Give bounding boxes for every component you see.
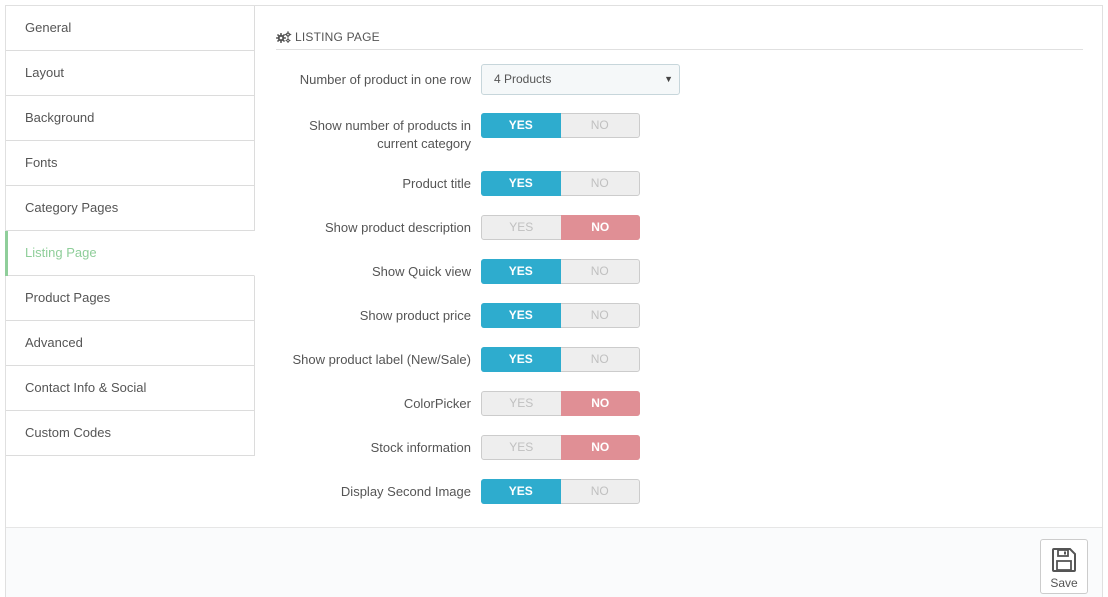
save-button-label: Save (1050, 576, 1078, 590)
switch-row-quick-view: Show Quick view YES NO (276, 259, 1083, 284)
sidebar-item-advanced[interactable]: Advanced (6, 321, 255, 366)
sidebar-item-custom-codes[interactable]: Custom Codes (6, 411, 255, 456)
switch-yes-option[interactable]: YES (481, 347, 561, 372)
products-per-row-value: 4 Products (494, 72, 552, 86)
yes-no-switch[interactable]: YES NO (481, 479, 640, 504)
yes-no-switch[interactable]: YES NO (481, 347, 640, 372)
switch-label: ColorPicker (403, 396, 471, 411)
yes-no-switch[interactable]: YES NO (481, 215, 640, 240)
switch-no-option[interactable]: NO (590, 118, 609, 132)
switch-yes-option[interactable]: YES (509, 220, 534, 234)
switch-no-option[interactable]: NO (590, 352, 609, 366)
switch-label: Display Second Image (340, 484, 471, 499)
sidebar-item-layout[interactable]: Layout (6, 51, 255, 96)
switch-label: Stock information (370, 440, 471, 455)
switch-label: Product title (402, 176, 471, 191)
switch-row-product-description: Show product description YES NO (276, 215, 1083, 240)
yes-no-switch[interactable]: YES NO (481, 391, 640, 416)
switch-label-line1: Show number of products in (309, 118, 471, 133)
switch-yes-option[interactable]: YES (509, 396, 534, 410)
switch-row-product-price: Show product price YES NO (276, 303, 1083, 328)
sidebar-item-category-pages[interactable]: Category Pages (6, 186, 255, 231)
switch-yes-option[interactable]: YES (509, 440, 534, 454)
panel-footer: Save (6, 527, 1102, 597)
switch-label: Show product price (359, 308, 471, 323)
switch-label: Show number of products in current categ… (309, 117, 471, 153)
switch-yes-option[interactable]: YES (481, 113, 561, 138)
switch-yes-option[interactable]: YES (481, 259, 561, 284)
switch-yes-option[interactable]: YES (481, 303, 561, 328)
products-per-row-label: Number of product in one row (299, 72, 471, 87)
switch-row-colorpicker: ColorPicker YES NO (276, 391, 1083, 416)
switch-no-option[interactable]: NO (590, 176, 609, 190)
panel-heading: LISTING PAGE (276, 6, 1083, 50)
listing-page-panel: LISTING PAGE Number of product in one ro… (276, 6, 1083, 504)
switch-no-option[interactable]: NO (590, 308, 609, 322)
yes-no-switch[interactable]: YES NO (481, 171, 640, 196)
switch-label: Show Quick view (372, 264, 471, 279)
sidebar-item-background[interactable]: Background (6, 96, 255, 141)
yes-no-switch[interactable]: YES NO (481, 113, 640, 138)
floppy-disk-icon (1051, 547, 1077, 573)
switch-row-second-image: Display Second Image YES NO (276, 479, 1083, 504)
sidebar-item-product-pages[interactable]: Product Pages (6, 276, 255, 321)
switch-label: Show product label (New/Sale) (292, 352, 471, 367)
save-button[interactable]: Save (1040, 539, 1088, 594)
yes-no-switch[interactable]: YES NO (481, 303, 640, 328)
settings-sidebar: General Layout Background Fonts Category… (5, 6, 255, 456)
switch-label: Show product description (325, 220, 471, 235)
yes-no-switch[interactable]: YES NO (481, 435, 640, 460)
products-per-row-field: Number of product in one row 4 Products … (276, 64, 1083, 95)
switch-row-stock-information: Stock information YES NO (276, 435, 1083, 460)
switch-no-option[interactable]: NO (560, 435, 640, 460)
switch-yes-option[interactable]: YES (481, 479, 561, 504)
panel-title: LISTING PAGE (295, 29, 380, 44)
cogs-icon (276, 30, 292, 43)
switch-no-option[interactable]: NO (590, 264, 609, 278)
switch-row-products-count: Show number of products in current categ… (276, 113, 1083, 153)
sidebar-item-general[interactable]: General (6, 6, 255, 51)
yes-no-switch[interactable]: YES NO (481, 259, 640, 284)
products-per-row-select[interactable]: 4 Products ▼ (481, 64, 680, 95)
switch-no-option[interactable]: NO (560, 391, 640, 416)
switch-row-product-label: Show product label (New/Sale) YES NO (276, 347, 1083, 372)
caret-down-icon: ▼ (664, 74, 673, 84)
sidebar-item-contact-info-social[interactable]: Contact Info & Social (6, 366, 255, 411)
sidebar-item-listing-page[interactable]: Listing Page (5, 231, 255, 276)
switch-label-line2: current category (377, 136, 471, 151)
switch-yes-option[interactable]: YES (481, 171, 561, 196)
switch-no-option[interactable]: NO (560, 215, 640, 240)
switch-no-option[interactable]: NO (590, 484, 609, 498)
switch-row-product-title: Product title YES NO (276, 171, 1083, 196)
theme-settings-frame: General Layout Background Fonts Category… (5, 5, 1103, 597)
sidebar-item-fonts[interactable]: Fonts (6, 141, 255, 186)
